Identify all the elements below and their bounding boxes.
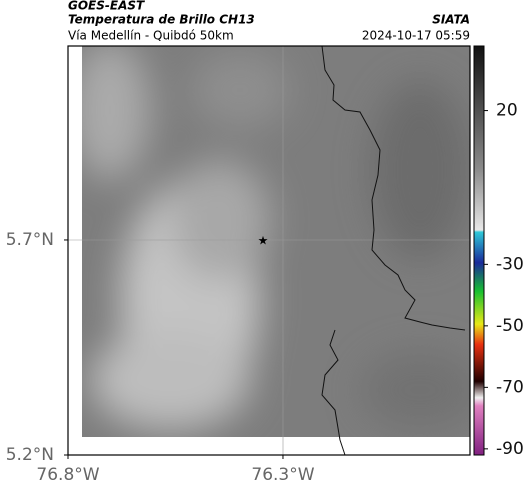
route: Vía Medellín - Quibdó 50km — [68, 29, 234, 43]
map-frame — [67, 45, 471, 456]
colorbar-tick-label: -90 — [496, 439, 524, 459]
timestamp: 2024-10-17 05:59 — [362, 29, 470, 43]
satellite: GOES-EAST — [68, 0, 145, 13]
border — [321, 45, 466, 456]
x-tick-label: 76.8°W — [36, 465, 99, 485]
y-tick-label: 5.7°N — [6, 230, 54, 250]
colorbar-tick-label: -70 — [496, 377, 524, 397]
colorbar-tick-label: -30 — [496, 254, 524, 274]
colorbar-tick-label: -50 — [496, 316, 524, 336]
satellite-image — [82, 46, 470, 437]
source: SIATA — [432, 13, 470, 27]
product: Temperatura de Brillo CH13 — [68, 13, 255, 27]
colorbar-tick-label: 20 — [496, 101, 518, 121]
station-marker: ★ — [258, 234, 269, 248]
colorbar — [473, 45, 485, 456]
y-tick-label: 5.2°N — [6, 445, 54, 465]
x-tick-label: 76.3°W — [251, 465, 314, 485]
